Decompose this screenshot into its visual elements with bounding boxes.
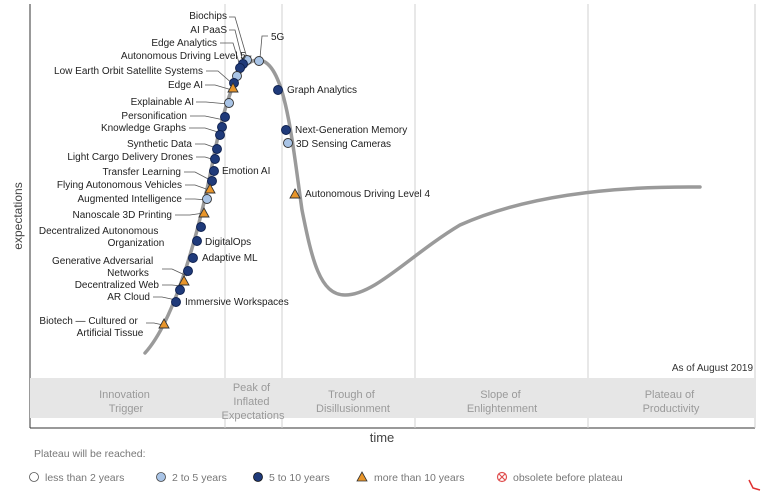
phase-innovation-trigger: Innovation Trigger <box>99 389 153 415</box>
label-ar-cloud: AR Cloud <box>107 292 150 303</box>
marker-adaptive-ml <box>188 253 198 263</box>
label-edge-ai: Edge AI <box>168 80 203 91</box>
phase-peak-of-inflated-expectations: Peak of Inflated Expectations <box>222 382 285 422</box>
label-transfer-learning: Transfer Learning <box>102 167 181 178</box>
marker-augmented-intelligence <box>202 194 212 204</box>
legend-item-2-to-5-years: 2 to 5 years <box>156 472 227 484</box>
label-next-generation-memory: Next-Generation Memory <box>295 125 407 136</box>
label-knowledge-graphs: Knowledge Graphs <box>101 123 186 134</box>
label-augmented-intelligence: Augmented Intelligence <box>77 194 182 205</box>
marker-autonomous-driving-level-4 <box>289 188 301 199</box>
label-light-cargo-delivery-drones: Light Cargo Delivery Drones <box>67 152 193 163</box>
legend-item-more-than-10-years: more than 10 years <box>356 471 464 484</box>
marker-immersive-workspaces <box>171 297 181 307</box>
legend-label: less than 2 years <box>45 472 124 484</box>
label-biochips: Biochips <box>189 11 227 22</box>
marker-digitalops <box>192 236 202 246</box>
marker-personification <box>220 112 230 122</box>
label-adaptive-ml: Adaptive ML <box>202 253 258 264</box>
y-axis-label: expectations <box>11 182 25 249</box>
label-gans: Generative Adversarial Networks <box>52 256 156 279</box>
label-graph-analytics: Graph Analytics <box>287 85 357 96</box>
legend-item-5-to-10-years: 5 to 10 years <box>253 472 330 484</box>
marker-gans <box>183 266 193 276</box>
legend-label: obsolete before plateau <box>513 472 623 484</box>
label-3d-sensing-cameras: 3D Sensing Cameras <box>296 139 391 150</box>
marker-light-cargo-delivery-drones <box>210 154 220 164</box>
label-edge-analytics: Edge Analytics <box>151 38 217 49</box>
label-personification: Personification <box>121 111 187 122</box>
marker-ar-cloud <box>175 285 185 295</box>
legend-item-less-than-2-years: less than 2 years <box>29 472 124 484</box>
marker-emotion-ai <box>209 166 219 176</box>
phase-slope-of-enlightenment: Slope of Enlightenment <box>467 389 537 415</box>
marker-biotech-tissue <box>158 318 170 329</box>
as-of-date: As of August 2019 <box>672 363 754 374</box>
label-dao-text-2: Organization <box>108 238 165 249</box>
phase-band <box>30 378 755 418</box>
legend-marker-triangle <box>356 471 368 482</box>
phase-trough-of-disillusionment: Trough of Disillusionment <box>316 389 390 415</box>
technology-markers <box>158 55 301 329</box>
x-axis-label: time <box>370 430 395 445</box>
marker-explainable-ai <box>224 98 234 108</box>
label-flying-autonomous-vehicles: Flying Autonomous Vehicles <box>57 180 182 191</box>
marker-dao <box>196 222 206 232</box>
label-leo-satellite-systems: Low Earth Orbit Satellite Systems <box>54 66 203 77</box>
label-ai-paas: AI PaaS <box>190 25 227 36</box>
marker-flying-autonomous-vehicles <box>204 183 216 194</box>
legend-label: 5 to 10 years <box>269 472 330 484</box>
legend-marker-dark <box>253 472 263 482</box>
phase-dividers <box>224 4 589 428</box>
legend: Plateau will be reached: less than 2 yea… <box>29 448 623 484</box>
marker-graph-analytics <box>273 85 283 95</box>
marker-edge-ai <box>227 82 239 93</box>
marker-next-generation-memory <box>281 125 291 135</box>
label-biotech-tissue: Biotech — Cultured or Artificial Tissue <box>39 316 143 339</box>
marker-knowledge-graphs <box>217 122 227 132</box>
legend-item-obsolete: obsolete before plateau <box>496 471 623 484</box>
label-5g: 5G <box>271 32 285 43</box>
label-immersive-workspaces: Immersive Workspaces <box>185 297 289 308</box>
label-explainable-ai: Explainable AI <box>131 97 194 108</box>
marker-5g <box>254 56 264 66</box>
red-corner-mark <box>748 479 761 491</box>
label-autonomous-driving-level-5: Autonomous Driving Level 5 <box>121 51 247 62</box>
legend-marker-light <box>156 472 166 482</box>
marker-nanoscale-3d-printing <box>198 207 210 218</box>
legend-marker-white <box>29 472 39 482</box>
phase-plateau-of-productivity: Plateau of Productivity <box>643 389 700 415</box>
marker-3d-sensing-cameras <box>283 138 293 148</box>
label-digitalops: DigitalOps <box>205 237 251 248</box>
marker-transfer-learning <box>207 176 217 186</box>
marker-decentralized-web <box>178 275 190 286</box>
marker-knowledge-graphs-2 <box>215 130 225 140</box>
legend-label: more than 10 years <box>374 472 464 484</box>
label-emotion-ai: Emotion AI <box>222 166 270 177</box>
legend-label: 2 to 5 years <box>172 472 227 484</box>
technology-labels: Biochips AI PaaS Edge Analytics Autonomo… <box>39 11 431 339</box>
label-nanoscale-3d-printing: Nanoscale 3D Printing <box>73 210 173 221</box>
legend-title: Plateau will be reached: <box>34 448 146 460</box>
chart-frame <box>29 4 756 429</box>
hype-curve <box>143 58 702 355</box>
label-autonomous-driving-level-4: Autonomous Driving Level 4 <box>305 189 431 200</box>
label-decentralized-web: Decentralized Web <box>75 280 160 291</box>
leader-lines <box>146 16 268 326</box>
phase-labels: Innovation Trigger Peak of Inflated Expe… <box>99 382 700 422</box>
marker-synthetic-data <box>212 144 222 154</box>
label-dao: Decentralized Autonomous Organization <box>39 226 165 249</box>
label-dao-text: Decentralized Autonomous <box>39 226 159 237</box>
label-synthetic-data: Synthetic Data <box>127 139 192 150</box>
